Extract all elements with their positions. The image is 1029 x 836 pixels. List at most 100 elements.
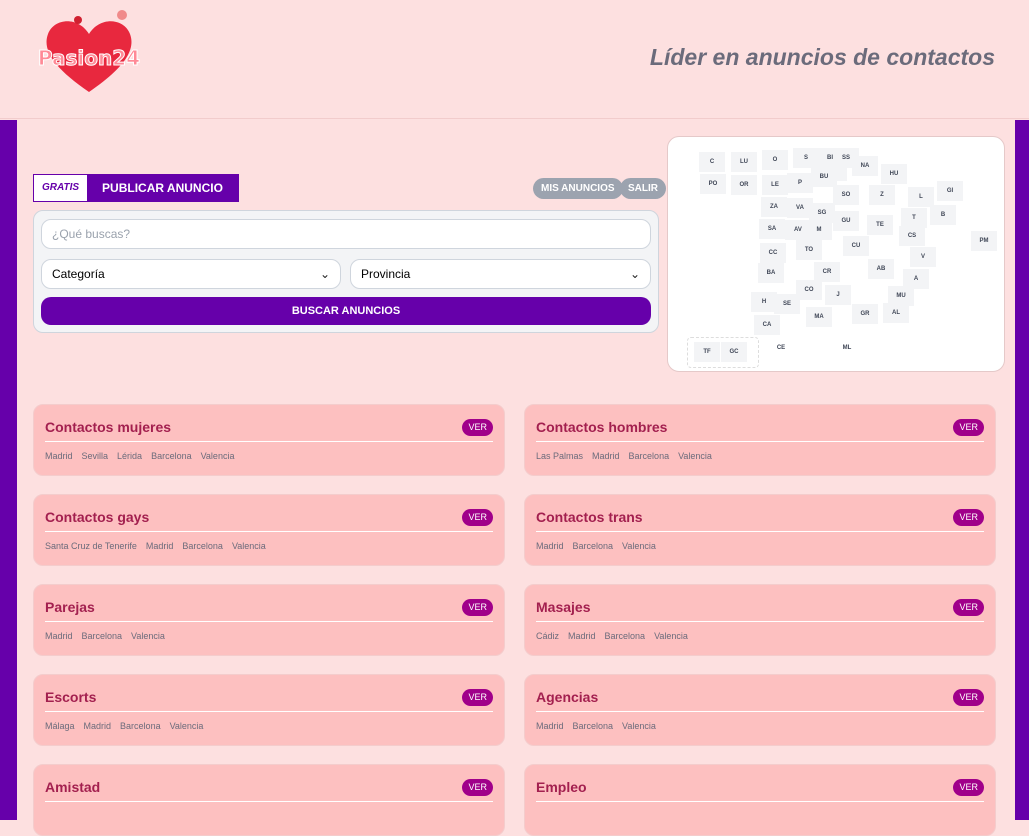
city-link[interactable]: Madrid (45, 451, 73, 461)
province-gr[interactable]: GR (852, 304, 878, 324)
province-po[interactable]: PO (700, 174, 726, 194)
city-link[interactable]: Madrid (45, 631, 73, 641)
province-ca[interactable]: CA (754, 315, 780, 335)
ver-button[interactable]: VER (462, 599, 493, 616)
province-sa[interactable]: SA (759, 219, 785, 239)
province-m[interactable]: M (806, 220, 832, 240)
city-link[interactable]: Barcelona (572, 541, 614, 551)
province-mu[interactable]: MU (888, 286, 914, 306)
province-te[interactable]: TE (867, 215, 893, 235)
category-card[interactable]: Masajes VER Cádiz Madrid Barcelona Valencia (524, 584, 996, 656)
category-card[interactable]: Escorts VER Málaga Madrid Barcelona Valencia (33, 674, 505, 746)
city-link[interactable]: Madrid (592, 451, 620, 461)
card-title[interactable]: Contactos hombres (536, 419, 668, 435)
city-link[interactable]: Valencia (678, 451, 712, 461)
category-card[interactable]: Contactos hombres VER Las Palmas Madrid Barc… (524, 404, 996, 476)
province-cc[interactable]: CC (760, 243, 786, 263)
province-gc[interactable]: GC (721, 342, 747, 362)
province-sg[interactable]: SG (809, 203, 835, 223)
category-card[interactable]: Contactos trans VER Madrid Barcelona Valenci… (524, 494, 996, 566)
province-va[interactable]: VA (787, 198, 813, 218)
province-cs[interactable]: CS (899, 226, 925, 246)
card-title[interactable]: Masajes (536, 599, 591, 615)
city-link[interactable]: Barcelona (120, 721, 161, 731)
ver-button[interactable]: VER (462, 779, 493, 796)
city-link[interactable]: Valencia (231, 541, 266, 551)
search-input[interactable]: ¿Qué buscas? (41, 219, 651, 249)
ver-button[interactable]: VER (953, 509, 984, 526)
province-ma[interactable]: MA (806, 307, 832, 327)
my-ads-button[interactable]: MIS ANUNCIOS (533, 178, 623, 199)
card-title[interactable]: Amistad (45, 779, 101, 795)
city-link[interactable]: Barcelona (604, 631, 646, 641)
city-link[interactable]: Madrid (83, 721, 112, 731)
province-or[interactable]: OR (731, 175, 757, 195)
city-link[interactable]: Madrid (536, 541, 564, 551)
province-co[interactable]: CO (796, 280, 822, 300)
city-link[interactable]: Valencia (200, 451, 235, 461)
city-link[interactable]: Valencia (131, 631, 165, 641)
province-z[interactable]: Z (869, 185, 895, 205)
city-link[interactable]: Sevilla (81, 451, 109, 461)
province-t[interactable]: T (901, 208, 927, 228)
province-gi[interactable]: GI (937, 181, 963, 201)
ver-button[interactable]: VER (953, 419, 984, 436)
province-se[interactable]: SE (774, 294, 800, 314)
city-link[interactable]: Madrid (536, 721, 564, 731)
province-za[interactable]: ZA (761, 197, 787, 217)
province-so[interactable]: SO (833, 185, 859, 205)
category-card[interactable]: Contactos mujeres VER Madrid Sevilla Lérida B… (33, 404, 505, 476)
city-link[interactable]: Barcelona (628, 451, 670, 461)
province-hu[interactable]: HU (881, 164, 907, 184)
card-title[interactable]: Contactos mujeres (45, 419, 172, 435)
city-link[interactable]: Valencia (654, 631, 688, 641)
category-card[interactable]: Amistad VER (33, 764, 505, 836)
category-card[interactable]: Agencias VER Madrid Barcelona Valencia (524, 674, 996, 746)
province-b[interactable]: B (930, 205, 956, 225)
province-le[interactable]: LE (762, 175, 788, 195)
province-select[interactable]: Provincia ⌄ (350, 259, 651, 289)
province-lu[interactable]: LU (731, 152, 757, 172)
province-ml[interactable]: ML (842, 345, 852, 351)
ver-button[interactable]: VER (462, 509, 493, 526)
card-title[interactable]: Contactos trans (536, 509, 643, 525)
city-link[interactable]: Lérida (117, 451, 143, 461)
ver-button[interactable]: VER (953, 779, 984, 796)
city-link[interactable]: Las Palmas (536, 451, 584, 461)
province-pm[interactable]: PM (971, 231, 997, 251)
province-gu[interactable]: GU (833, 211, 859, 231)
category-select[interactable]: Categoría ⌄ (41, 259, 341, 289)
province-p[interactable]: P (787, 173, 813, 193)
card-title[interactable]: Agencias (536, 689, 599, 705)
province-o[interactable]: O (762, 150, 788, 170)
city-link[interactable]: Barcelona (182, 541, 223, 551)
city-link[interactable]: Madrid (145, 541, 174, 551)
province-bu[interactable]: BU (811, 167, 837, 187)
logo[interactable]: Pasion24 (34, 8, 144, 98)
search-button[interactable]: BUSCAR ANUNCIOS (41, 297, 651, 325)
card-title[interactable]: Empleo (536, 779, 587, 795)
ver-button[interactable]: VER (462, 689, 493, 706)
city-link[interactable]: Barcelona (151, 451, 192, 461)
city-link[interactable]: Santa Cruz de Tenerife (45, 541, 137, 551)
city-link[interactable]: Valencia (622, 721, 656, 731)
ver-button[interactable]: VER (953, 689, 984, 706)
province-s[interactable]: S (793, 148, 819, 168)
province-cu[interactable]: CU (843, 236, 869, 256)
province-tf[interactable]: TF (694, 342, 720, 362)
province-j[interactable]: J (825, 285, 851, 305)
city-link[interactable]: Málaga (45, 721, 75, 731)
city-link[interactable]: Barcelona (81, 631, 123, 641)
card-title[interactable]: Parejas (45, 599, 95, 615)
province-ab[interactable]: AB (868, 259, 894, 279)
city-link[interactable]: Barcelona (572, 721, 614, 731)
province-ce[interactable]: CE (776, 345, 786, 351)
province-na[interactable]: NA (852, 156, 878, 176)
ver-button[interactable]: VER (462, 419, 493, 436)
ver-button[interactable]: VER (953, 599, 984, 616)
province-a[interactable]: A (903, 269, 929, 289)
category-card[interactable]: Parejas VER Madrid Barcelona Valencia (33, 584, 505, 656)
city-link[interactable]: Valencia (622, 541, 656, 551)
province-av[interactable]: AV (785, 220, 811, 240)
city-link[interactable]: Valencia (169, 721, 204, 731)
